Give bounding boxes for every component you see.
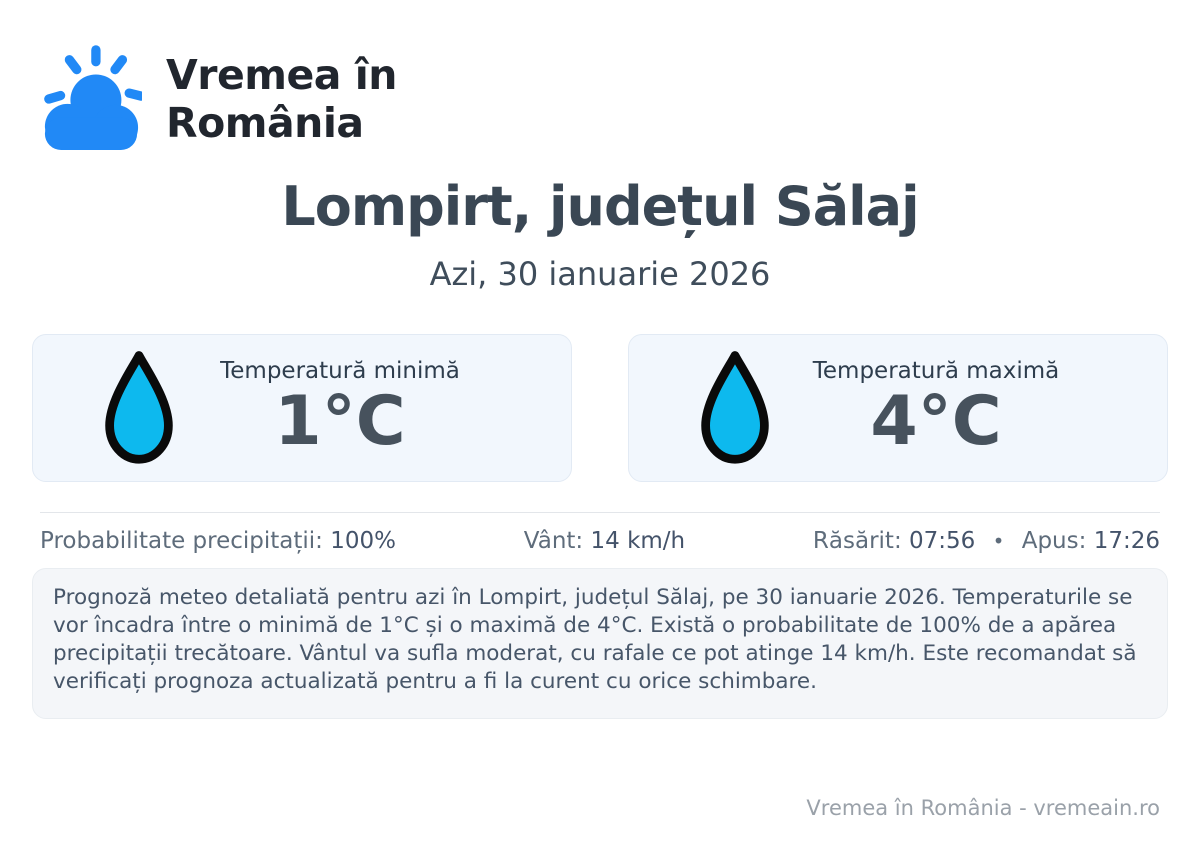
max-temperature-card: Temperatură maximă 4°C (628, 334, 1168, 482)
sunset-label: Apus: (1021, 528, 1087, 554)
site-name-line2: România (166, 99, 364, 147)
precipitation-label: Probabilitate precipitații: (40, 528, 323, 554)
precipitation-value: 100% (330, 528, 397, 554)
site-name-line1: Vremea în (166, 50, 397, 99)
wind-label: Vânt: (523, 528, 584, 554)
min-temperature-label: Temperatură minimă (220, 358, 460, 385)
bullet-separator: • (992, 529, 1005, 553)
wind-value: 14 km/h (590, 528, 686, 554)
min-temperature-value: 1°C (274, 382, 406, 462)
date-subtitle: Azi, 30 ianuarie 2026 (429, 255, 771, 293)
weather-page: Vremea în România Lompirt, județul Sălaj… (0, 42, 1200, 842)
wind-stat: Vânt: 14 km/h (524, 527, 685, 555)
sun-cloud-icon (44, 45, 142, 150)
water-drop-icon (105, 351, 173, 464)
max-temperature-label: Temperatură maximă (812, 358, 1060, 385)
sunrise-value: 07:56 (909, 528, 976, 554)
sunset-value: 17:26 (1093, 528, 1160, 554)
min-temperature-card: Temperatură minimă 1°C (32, 334, 572, 482)
max-temperature-body: Temperatură maximă 4°C (775, 358, 1167, 457)
water-drop-icon (701, 351, 769, 464)
temperature-cards: Temperatură minimă 1°C Temperatură maxim… (32, 334, 1168, 482)
divider (40, 512, 1160, 513)
site-logo[interactable]: Vremea în România (40, 42, 1164, 156)
stats-row: Probabilitate precipitații: 100% Vânt: 1… (40, 527, 1160, 555)
precipitation-stat: Probabilitate precipitații: 100% (40, 527, 396, 555)
sunrise-label: Răsărit: (812, 528, 902, 554)
min-temperature-body: Temperatură minimă 1°C (179, 358, 571, 457)
sun-times-stat: Răsărit: 07:56 • Apus: 17:26 (813, 527, 1160, 555)
forecast-description: Prognoză meteo detaliată pentru azi în L… (32, 568, 1168, 719)
max-temperature-value: 4°C (870, 382, 1002, 462)
site-name: Vremea în România (166, 51, 397, 148)
page-title: Lompirt, județul Sălaj (281, 175, 919, 238)
